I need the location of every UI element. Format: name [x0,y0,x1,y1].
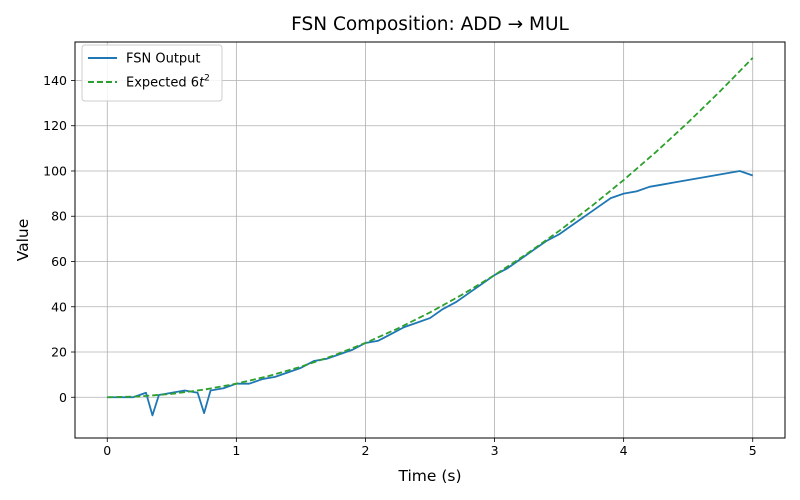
y-tick-label: 80 [51,209,67,224]
legend-label-expected-var: t [199,76,205,91]
plot-area [107,57,754,417]
y-axis-label: Value [14,219,32,262]
x-axis-label: Time (s) [397,467,461,485]
axes-frame [74,41,786,439]
x-tick-label: 0 [103,443,111,458]
legend-label-fsn-output: FSN Output [126,52,201,67]
grid [75,42,785,438]
chart-title: FSN Composition: ADD → MUL [291,14,569,35]
series-line-expected [107,57,754,399]
legend-label-expected: Expected 6t2 [126,74,210,91]
y-tick-label: 120 [43,118,67,133]
y-tick-label: 0 [59,390,67,405]
y-tick-label: 40 [51,299,67,314]
legend: FSN Output Expected 6t2 [81,44,223,102]
y-tick-label: 140 [43,73,67,88]
ticks: 0 1 2 3 4 5 0 20 40 60 80 100 120 140 [43,73,757,458]
legend-label-expected-text: Expected 6 [126,76,199,91]
y-tick-label: 60 [51,254,67,269]
series-line-fsn-output [107,170,754,417]
x-tick-label: 3 [491,443,499,458]
legend-label-expected-exp: 2 [204,74,210,84]
x-tick-label: 5 [749,443,757,458]
x-tick-label: 1 [232,443,240,458]
x-tick-label: 4 [620,443,628,458]
y-tick-label: 20 [51,345,67,360]
y-tick-label: 100 [43,163,67,178]
x-tick-label: 2 [361,443,369,458]
